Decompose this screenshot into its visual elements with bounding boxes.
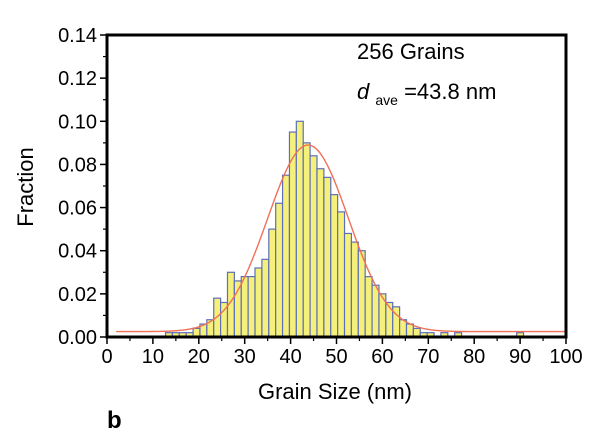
histogram-bar-34 (399, 319, 408, 338)
y-tick-label-6: 0.12 (58, 68, 97, 90)
histogram-bar-30 (371, 284, 380, 338)
average-diameter-symbol: d (357, 79, 370, 104)
x-tick-label-8: 80 (463, 346, 485, 368)
histogram-bar-25 (337, 211, 346, 338)
histogram-bar-28 (357, 250, 366, 338)
y-tick-label-2: 0.04 (58, 241, 97, 263)
x-tick-label-2: 20 (188, 346, 210, 368)
histogram-bar-17 (281, 174, 291, 338)
panel-label: b (107, 407, 122, 434)
y-tick-label-5: 0.10 (58, 111, 97, 133)
histogram-bar-23 (323, 176, 332, 338)
x-tick-label-7: 70 (417, 346, 439, 368)
y-tick-label-1: 0.02 (58, 284, 97, 306)
x-tick-label-1: 10 (142, 346, 164, 368)
y-tick-label-0: 0.00 (58, 327, 97, 349)
axis-tick-labels: 0 10 20 30 40 50 60 70 80 90 100 0.00 0.02 0.04 0.06 0.… (58, 25, 583, 368)
histogram-bar-19 (295, 120, 304, 338)
x-tick-label-6: 60 (371, 346, 393, 368)
grain-count-annotation: 256 Grains (357, 39, 465, 64)
histogram-bar-11 (240, 276, 249, 338)
histogram-bar-22 (316, 168, 325, 338)
histogram-bars (164, 120, 525, 338)
histogram-bar-24 (330, 194, 339, 338)
x-tick-label-3: 30 (234, 346, 256, 368)
histogram-bar-29 (364, 276, 373, 338)
histogram-bar-20 (302, 142, 311, 338)
y-tick-label-3: 0.06 (58, 198, 97, 220)
x-axis-label: Grain Size (nm) (258, 379, 412, 404)
axis-ticks (100, 34, 567, 344)
histogram-bar-35 (405, 323, 414, 338)
average-diameter-annotation: d ave =43.8 nm (357, 79, 496, 110)
y-axis-label: Fraction (13, 147, 38, 226)
x-tick-label-0: 0 (101, 346, 112, 368)
x-tick-label-5: 50 (325, 346, 347, 368)
histogram-bar-16 (275, 202, 284, 338)
x-tick-label-9: 90 (509, 346, 531, 368)
histogram-bar-26 (343, 232, 353, 338)
histogram-bar-27 (350, 241, 359, 338)
average-diameter-subscript: ave (375, 92, 398, 108)
y-tick-label-7: 0.14 (58, 25, 97, 47)
histogram-bar-13 (254, 267, 263, 338)
histogram-bar-15 (268, 228, 277, 338)
x-tick-label-4: 40 (279, 346, 301, 368)
histogram-bar-14 (261, 258, 270, 338)
gaussian-fit-curve (116, 144, 566, 333)
average-diameter-value: =43.8 nm (404, 79, 496, 104)
y-tick-label-4: 0.08 (58, 154, 97, 176)
x-tick-label-10: 100 (549, 346, 582, 368)
histogram-bar-21 (309, 155, 318, 338)
histogram-bar-12 (247, 276, 256, 338)
